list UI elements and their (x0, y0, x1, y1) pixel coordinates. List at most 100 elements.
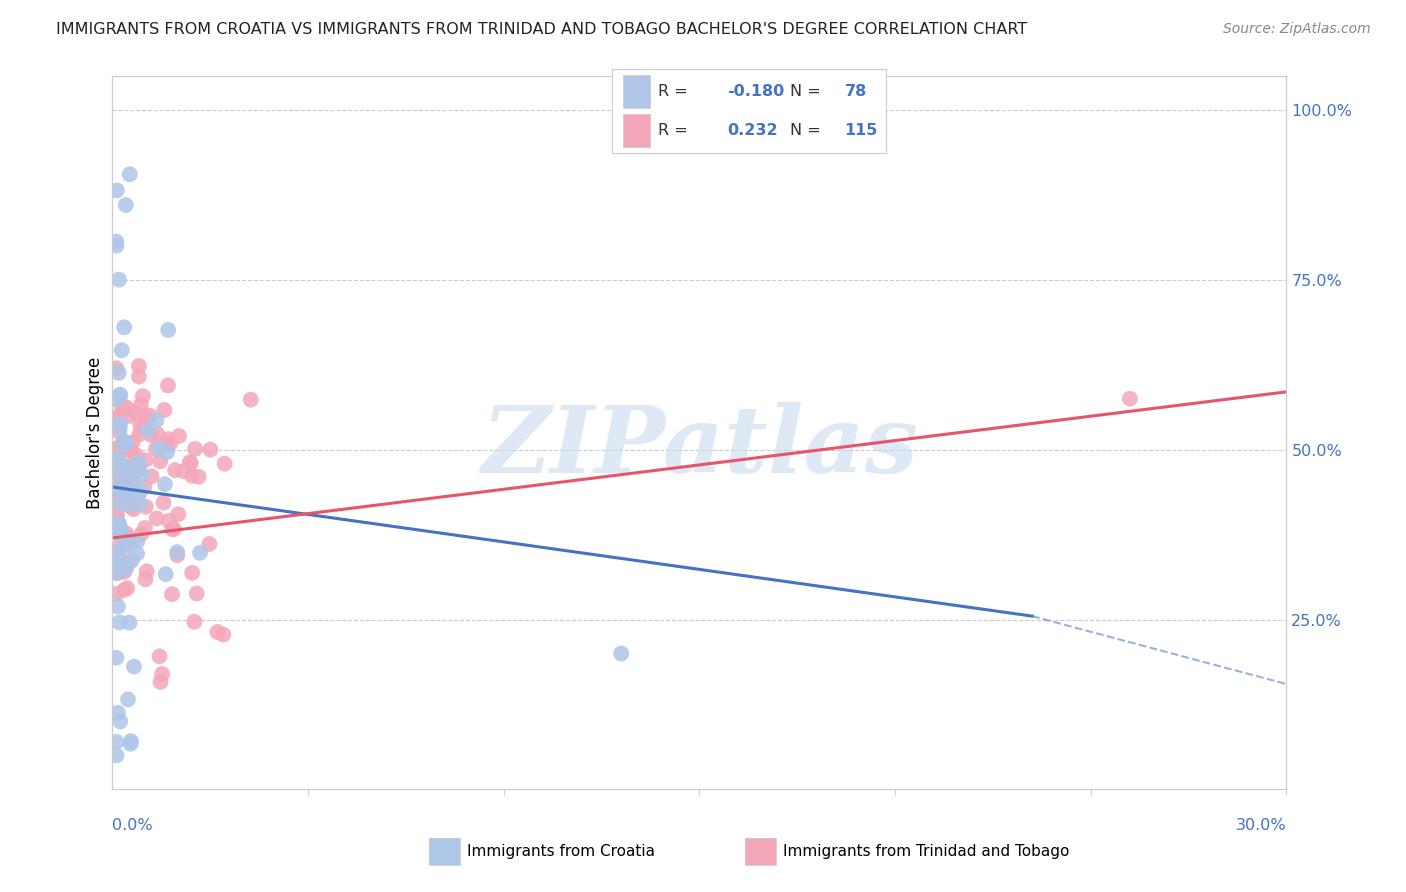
Point (120, 734, 142, 748)
Point (114, 436, 136, 450)
Point (115, 536, 138, 550)
Point (128, 485, 150, 500)
Point (136, 423, 159, 437)
Point (207, 625, 229, 640)
Point (214, 457, 236, 471)
Point (127, 462, 149, 476)
Point (105, 238, 128, 252)
Point (181, 469, 204, 483)
Point (141, 428, 163, 442)
Point (180, 456, 202, 470)
Point (115, 526, 138, 541)
Text: 0.232: 0.232 (727, 123, 778, 138)
Point (121, 444, 143, 458)
Point (105, 490, 128, 504)
Text: N =: N = (790, 84, 825, 99)
Point (157, 514, 180, 528)
Point (115, 581, 138, 595)
Point (112, 484, 135, 499)
Point (131, 468, 153, 483)
Point (105, 557, 128, 571)
Point (145, 511, 167, 525)
Point (112, 441, 135, 455)
Point (181, 566, 204, 580)
Point (105, 650, 128, 665)
Point (128, 483, 150, 498)
Point (108, 408, 131, 422)
Point (115, 536, 138, 550)
Point (1119, 392, 1142, 406)
Point (120, 495, 142, 509)
Point (112, 582, 135, 597)
Point (122, 486, 145, 500)
Text: 0.0%: 0.0% (112, 818, 153, 832)
Point (105, 482, 128, 496)
Point (124, 405, 146, 419)
Point (135, 414, 157, 428)
Point (118, 442, 141, 456)
Point (183, 615, 205, 629)
Point (105, 442, 128, 456)
Point (107, 599, 129, 614)
Text: Immigrants from Croatia: Immigrants from Croatia (467, 845, 655, 859)
Point (156, 378, 179, 392)
Text: R =: R = (658, 84, 693, 99)
Point (163, 463, 186, 477)
Point (132, 389, 155, 403)
Point (108, 519, 131, 533)
Point (105, 748, 128, 763)
Point (122, 502, 145, 516)
Point (112, 434, 135, 448)
Point (118, 459, 141, 474)
Point (117, 556, 139, 570)
Point (155, 567, 177, 582)
Point (166, 545, 188, 559)
Point (129, 398, 152, 412)
Point (129, 497, 152, 511)
Point (148, 442, 170, 456)
Point (108, 615, 131, 630)
Point (157, 432, 180, 446)
Point (122, 483, 145, 498)
Point (108, 388, 131, 402)
Text: 30.0%: 30.0% (1236, 818, 1286, 832)
Point (134, 572, 156, 586)
Point (105, 392, 128, 407)
Point (107, 706, 129, 720)
Text: Source: ZipAtlas.com: Source: ZipAtlas.com (1223, 22, 1371, 37)
Point (110, 388, 132, 402)
Point (118, 167, 141, 181)
Point (107, 566, 129, 580)
Point (107, 412, 129, 426)
Point (121, 553, 143, 567)
Point (105, 509, 128, 524)
Point (121, 488, 143, 502)
Point (125, 448, 148, 462)
Point (110, 714, 132, 729)
Point (110, 564, 132, 578)
Point (111, 437, 134, 451)
Point (117, 692, 139, 706)
Point (212, 627, 235, 641)
Point (118, 498, 141, 512)
Text: 78: 78 (845, 84, 868, 99)
Point (120, 737, 142, 751)
Point (127, 534, 149, 549)
Point (107, 458, 129, 473)
Point (145, 442, 167, 457)
Point (128, 463, 150, 477)
Point (107, 548, 129, 562)
Point (115, 484, 138, 499)
Point (105, 488, 128, 502)
Point (134, 521, 156, 535)
Point (186, 586, 208, 600)
Point (239, 392, 262, 407)
Point (167, 507, 190, 521)
Text: R =: R = (658, 123, 693, 138)
Point (107, 545, 129, 559)
Point (129, 527, 152, 541)
Point (135, 500, 157, 514)
Point (110, 456, 132, 470)
Point (122, 659, 145, 673)
Point (117, 491, 139, 506)
